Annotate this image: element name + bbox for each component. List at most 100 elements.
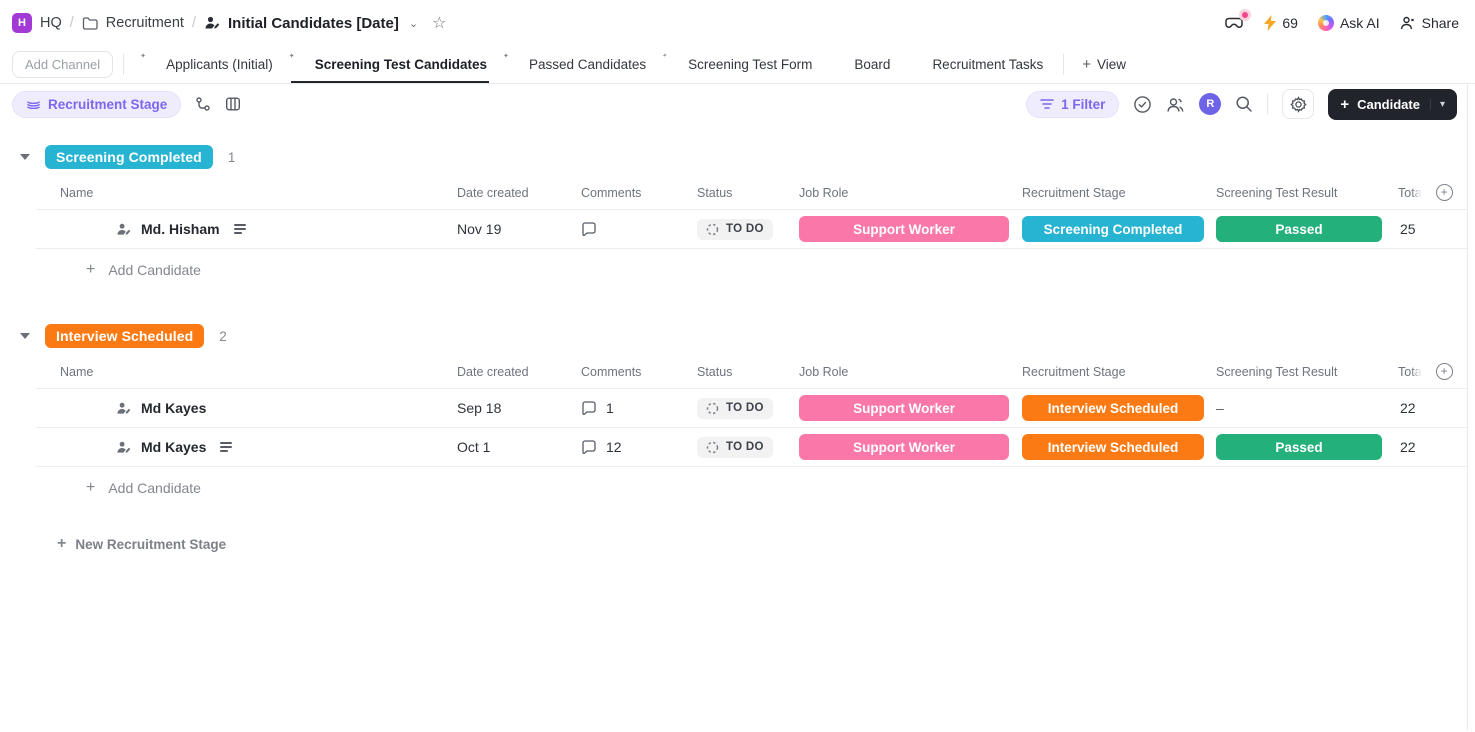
closed-tasks-icon[interactable] (1133, 95, 1152, 114)
name-cell[interactable]: Md Kayes (36, 400, 457, 416)
tabs: ✦ Applicants (Initial) ✦ Screening Test … (134, 46, 1053, 83)
recruitment-stage-cell[interactable]: Interview Scheduled (1022, 395, 1216, 421)
column-header-date-created[interactable]: Date created (457, 185, 529, 200)
column-header-screening-test-result[interactable]: Screening Test Result (1216, 185, 1338, 200)
candidate-name: Md Kayes (141, 439, 207, 455)
candidate-row[interactable]: Md. Hisham Nov 19 TO DO Support Worker S… (36, 210, 1467, 249)
recruitment-stage-cell[interactable]: Interview Scheduled (1022, 434, 1216, 460)
candidate-row[interactable]: Md Kayes Oct 1 12 TO DO Support Worker I… (36, 428, 1467, 467)
column-header-job-role[interactable]: Job Role (799, 185, 849, 200)
table-icon: ✦ (288, 52, 295, 60)
tab-screening-test-form[interactable]: ✦ Screening Test Form (656, 46, 822, 83)
column-header-comments[interactable]: Comments (581, 185, 642, 200)
add-channel-button[interactable]: Add Channel (12, 51, 114, 78)
comments-cell[interactable]: 1 (581, 400, 697, 416)
table-icon: ✦ (503, 52, 509, 60)
search-icon[interactable] (1235, 95, 1253, 113)
page-title[interactable]: Initial Candidates [Date] (227, 14, 399, 32)
tab-passed-candidates[interactable]: ✦ Passed Candidates (497, 46, 656, 83)
chevron-down-icon[interactable]: ▾ (1429, 98, 1445, 110)
column-header-name[interactable]: Name (60, 185, 94, 200)
add-candidate-button[interactable]: + Candidate ▾ (1328, 88, 1457, 120)
activity-goggles-icon[interactable] (1224, 9, 1252, 30)
recruitment-stage-cell[interactable]: Screening Completed (1022, 216, 1216, 242)
favorite-star-icon[interactable]: ☆ (432, 15, 447, 32)
ask-ai-label: Ask AI (1339, 15, 1380, 31)
status-cell[interactable]: TO DO (697, 218, 799, 240)
job-role-cell[interactable]: Support Worker (799, 216, 1022, 242)
bolt-icon (1264, 15, 1277, 31)
chevron-down-icon[interactable]: ⌄ (408, 17, 419, 30)
stage-badge: Interview Scheduled (1022, 434, 1204, 460)
collapse-caret-icon[interactable] (20, 154, 30, 160)
tab-recruitment-tasks[interactable]: Recruitment Tasks (900, 46, 1053, 83)
add-column-icon[interactable]: + (1435, 184, 1453, 201)
plus-icon: + (1082, 56, 1091, 73)
tab-applicants-initial[interactable]: ✦ Applicants (Initial) (134, 46, 283, 83)
assignees-icon[interactable] (1166, 96, 1185, 113)
status-cell[interactable]: TO DO (697, 397, 799, 419)
add-view-button[interactable]: + View (1074, 46, 1134, 83)
toolbar-right: 1 Filter R + Candidate ▾ (1026, 88, 1457, 120)
candidate-person-icon (117, 441, 131, 453)
breadcrumb-hq[interactable]: HQ (40, 15, 62, 31)
screening-result-cell[interactable]: Passed (1216, 434, 1398, 460)
tab-label: Recruitment Tasks (932, 57, 1044, 72)
date-created-cell: Oct 1 (457, 439, 491, 455)
column-header-comments[interactable]: Comments (581, 364, 642, 379)
name-cell[interactable]: Md Kayes (36, 439, 457, 455)
column-header-recruitment-stage[interactable]: Recruitment Stage (1022, 185, 1126, 200)
job-role-cell[interactable]: Support Worker (799, 434, 1022, 460)
divider (1063, 54, 1065, 75)
ask-ai-button[interactable]: Ask AI (1317, 15, 1380, 31)
group-by-label: Recruitment Stage (48, 96, 168, 112)
add-view-label: View (1097, 57, 1127, 72)
collapse-caret-icon[interactable] (20, 333, 30, 339)
add-candidate-label: Add Candidate (108, 262, 201, 278)
add-column-icon[interactable]: + (1435, 363, 1453, 380)
tab-board[interactable]: Board (822, 46, 900, 83)
column-header-job-role[interactable]: Job Role (799, 364, 849, 379)
notification-dot (1239, 9, 1252, 21)
column-header-screening-test-result[interactable]: Screening Test Result (1216, 364, 1338, 379)
automations-counter[interactable]: 69 (1264, 15, 1298, 31)
main-area: Recruitment Stage 1 Filter R (0, 84, 1468, 730)
breadcrumb-space[interactable]: Recruitment (105, 15, 184, 31)
status-cell[interactable]: TO DO (697, 436, 799, 458)
workspace-logo[interactable]: H (12, 13, 32, 33)
group-badge[interactable]: Screening Completed (45, 145, 213, 169)
column-header-name[interactable]: Name (60, 364, 94, 379)
group-by-stage-button[interactable]: Recruitment Stage (12, 90, 182, 118)
name-cell[interactable]: Md. Hisham (36, 221, 457, 237)
candidate-name: Md Kayes (141, 400, 207, 416)
new-recruitment-stage-button[interactable]: + New Recruitment Stage (57, 535, 1467, 553)
column-header-status[interactable]: Status (697, 185, 733, 200)
screening-result-cell[interactable]: Passed (1216, 216, 1398, 242)
share-button[interactable]: Share (1400, 15, 1459, 31)
screening-result-cell[interactable]: – (1216, 400, 1224, 416)
column-header-status[interactable]: Status (697, 364, 733, 379)
column-header-total[interactable]: Tota + (1398, 184, 1467, 201)
column-header-date-created[interactable]: Date created (457, 364, 529, 379)
group-badge[interactable]: Interview Scheduled (45, 324, 205, 348)
share-label: Share (1421, 15, 1459, 31)
filter-button[interactable]: 1 Filter (1026, 90, 1120, 118)
total-cell: 22 (1400, 400, 1416, 416)
candidate-row[interactable]: Md Kayes Sep 18 1 TO DO Support Worker I… (36, 389, 1467, 428)
add-candidate-row[interactable]: + Add Candidate (0, 467, 1467, 509)
plus-icon: + (1340, 95, 1350, 113)
add-candidate-row[interactable]: + Add Candidate (0, 249, 1467, 291)
total-cell: 22 (1400, 439, 1416, 455)
settings-gear-button[interactable] (1282, 89, 1315, 119)
ai-flower-icon (1317, 15, 1334, 31)
columns-icon[interactable] (225, 96, 241, 112)
subtasks-icon[interactable] (195, 96, 211, 112)
tab-screening-test-candidates[interactable]: ✦ Screening Test Candidates (283, 46, 497, 83)
job-role-cell[interactable]: Support Worker (799, 395, 1022, 421)
user-avatar[interactable]: R (1199, 93, 1222, 115)
share-person-icon (1400, 16, 1414, 30)
comments-cell[interactable]: 12 (581, 439, 697, 455)
column-header-recruitment-stage[interactable]: Recruitment Stage (1022, 364, 1126, 379)
column-header-total[interactable]: Tota + (1398, 363, 1467, 380)
comments-cell[interactable] (581, 221, 697, 237)
